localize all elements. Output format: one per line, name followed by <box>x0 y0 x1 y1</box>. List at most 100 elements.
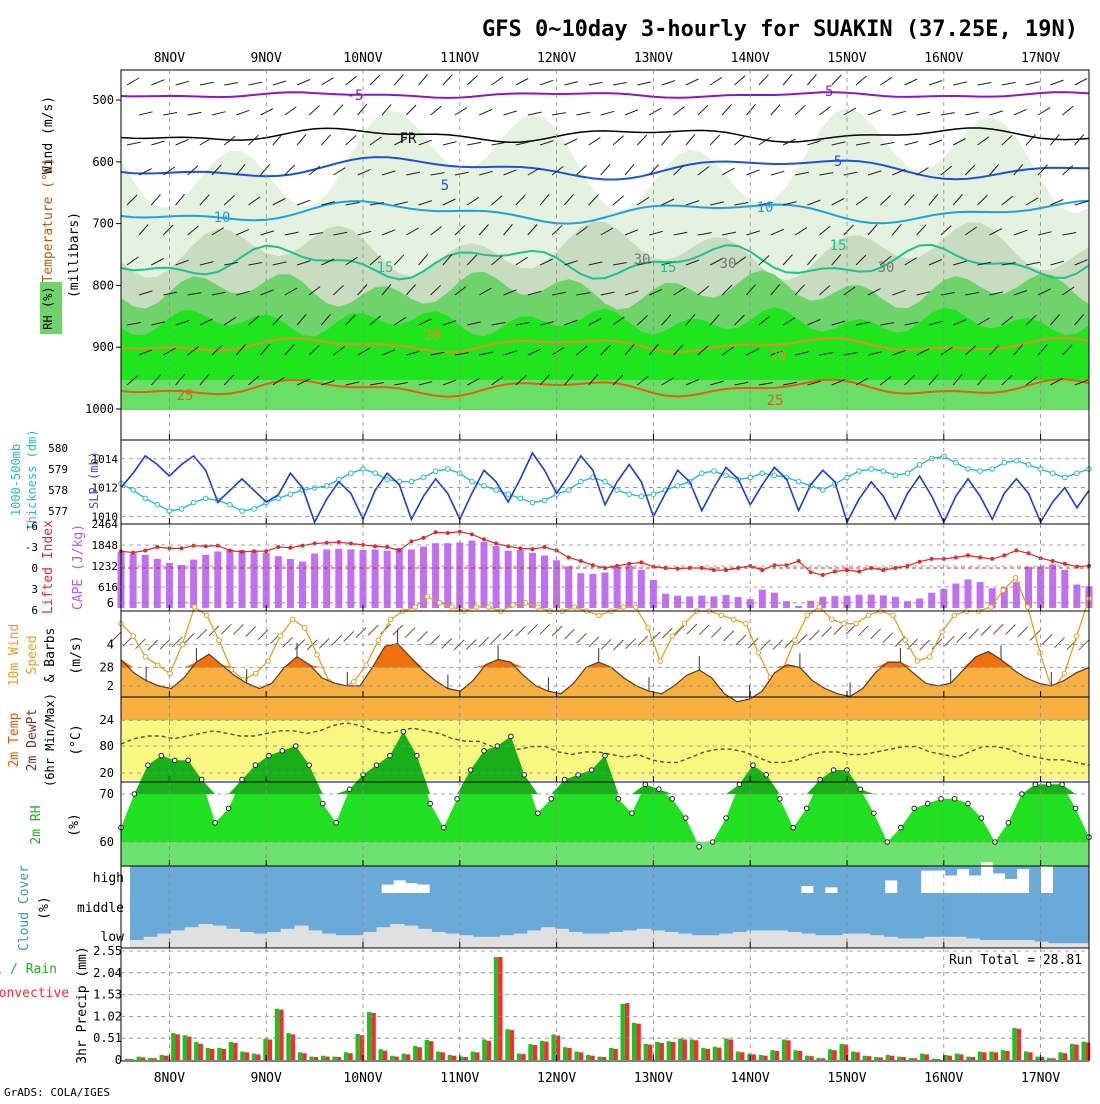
lifted-index-point <box>385 545 390 549</box>
precip-conv-bar <box>820 1058 826 1060</box>
pressure-tick: 500 <box>92 93 114 107</box>
rh2m-point <box>481 748 487 754</box>
rh2m-point <box>225 805 232 812</box>
wind-barb <box>964 164 976 176</box>
precip-total-bar <box>136 1056 141 1060</box>
lifted-index-point <box>627 561 632 566</box>
wind-barb <box>527 167 541 176</box>
cape-bar <box>250 550 258 608</box>
wind10-barb <box>478 636 489 648</box>
wind-barb <box>1062 232 1077 236</box>
contour-label: 15 <box>830 238 847 254</box>
wind-barb <box>175 139 189 146</box>
wind-barb <box>928 80 943 86</box>
wind-barb <box>466 378 480 386</box>
wind-barb <box>418 73 428 86</box>
wind10-speed-point <box>571 604 578 610</box>
wind-barb <box>394 138 407 146</box>
precip-conv-bar <box>959 1054 964 1060</box>
wind-barb <box>466 75 478 86</box>
wind-barb <box>879 255 892 266</box>
lifted-index-point <box>832 569 837 574</box>
cloud-low-bar <box>486 936 501 948</box>
precip-conv-bar <box>613 1048 618 1060</box>
wind-barb <box>904 78 918 86</box>
wind-barb <box>248 196 261 206</box>
cloud-low-bar <box>842 933 857 948</box>
cape-bar <box>891 596 899 609</box>
wind-barb <box>369 255 381 266</box>
rh2m-point <box>333 820 339 826</box>
wind-barb <box>308 344 320 356</box>
wind-barb <box>685 78 699 86</box>
precip-tick: 0.51 <box>93 1031 122 1045</box>
thickness-point <box>965 466 971 472</box>
cloud-low-bar <box>554 928 569 948</box>
wind-barb <box>175 80 190 86</box>
wind10-speed-point <box>1000 587 1007 594</box>
cape-bar <box>178 565 185 608</box>
lifted-index-point <box>711 568 716 573</box>
wind-barb <box>709 314 720 326</box>
cape-bar <box>1073 584 1081 608</box>
wind-barb <box>588 318 602 326</box>
wind-barb <box>211 344 223 356</box>
precip-total-bar <box>977 1051 983 1060</box>
wind-barb <box>770 349 785 356</box>
wind10-barb <box>649 631 661 643</box>
wind-barb <box>661 198 675 206</box>
cloud-low-bar <box>595 933 610 948</box>
thickness-point <box>638 493 645 500</box>
cloud-high-bar <box>921 870 934 893</box>
cloud-low-bar <box>212 925 227 948</box>
cloud-low-bar <box>746 930 761 948</box>
thickness-point <box>953 459 959 466</box>
cloud-low-bar <box>568 932 583 948</box>
rh2m-point <box>414 752 420 759</box>
wind10-speed-point <box>314 652 320 658</box>
slp-tick: 1010 <box>92 510 119 523</box>
wind-barb <box>1074 200 1089 206</box>
temperature-axis-label: Temperature (°C) <box>41 157 56 282</box>
precip-total-bar <box>344 1052 349 1060</box>
rh2m-point <box>427 800 434 807</box>
wind-barb <box>442 198 456 206</box>
precip-conv-bar <box>429 1041 434 1060</box>
cape-tick: 2464 <box>92 518 119 531</box>
lifted-index-point <box>929 556 934 561</box>
precip-conv-bar <box>1062 1053 1068 1060</box>
wind10-speed-point <box>804 612 811 619</box>
rh2m-point <box>239 776 245 783</box>
wind10-barbs-label: & Barbs <box>43 628 58 683</box>
precip-total-bar <box>436 1051 441 1060</box>
wind-barb <box>770 170 785 176</box>
precip-conv-bar <box>624 1003 630 1060</box>
lifted-index-point <box>978 555 983 560</box>
wind10-speed-point <box>792 637 798 644</box>
wind-barb <box>442 379 457 386</box>
wind-barb <box>308 105 320 116</box>
precip-conv-bar <box>417 1047 422 1060</box>
contour-label: -5 <box>817 84 834 100</box>
wind-barb <box>199 137 213 146</box>
wind10-speed-point <box>914 658 921 664</box>
wind-barb <box>345 75 357 86</box>
cape-bar <box>371 549 379 608</box>
precip-conv-bar <box>1085 1042 1091 1060</box>
wind-barb <box>515 141 530 146</box>
wind-barb <box>345 314 356 326</box>
thickness-point <box>190 499 197 506</box>
wind-barb <box>636 134 648 146</box>
cape-bar <box>916 598 924 608</box>
wind-barb <box>381 349 396 356</box>
wind-barb <box>357 284 368 296</box>
cloud-low-bar <box>883 936 898 948</box>
cape-bar <box>274 556 282 608</box>
wind10-barb <box>796 633 808 645</box>
cloud-low-bar <box>1075 943 1090 948</box>
wind-barb <box>442 141 457 146</box>
wind-barb <box>272 198 286 206</box>
wind-barb <box>1050 199 1064 206</box>
wind-barb <box>296 199 311 206</box>
rh2m-point <box>1032 781 1038 788</box>
